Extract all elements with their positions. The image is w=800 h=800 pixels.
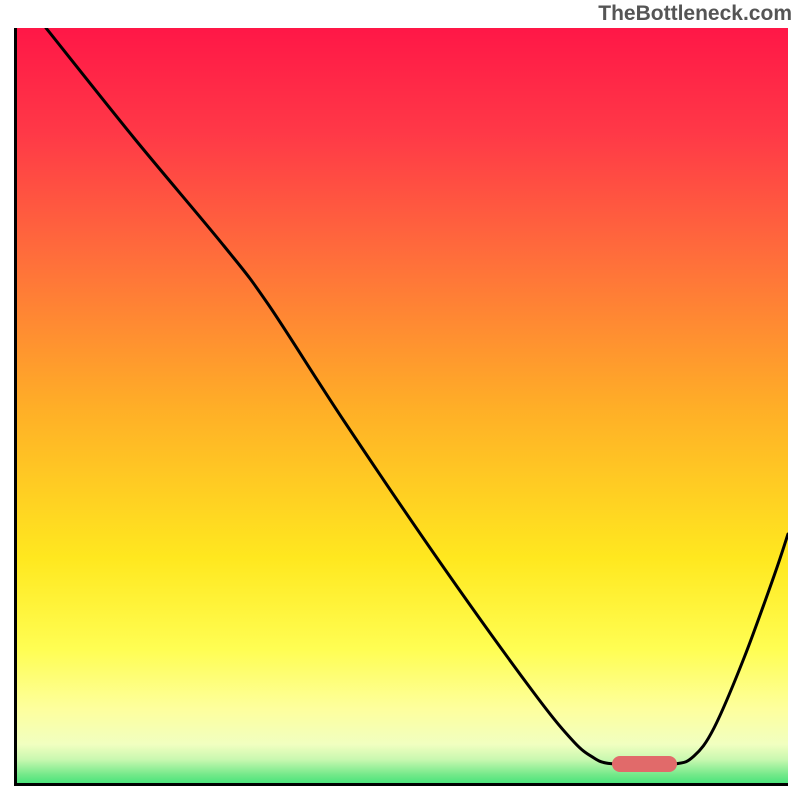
y-axis [14, 28, 17, 786]
watermark-text: TheBottleneck.com [598, 2, 792, 26]
x-axis [14, 783, 788, 786]
gradient-background [14, 28, 788, 786]
chart-container: TheBottleneck.com [0, 0, 800, 800]
optimal-range-marker [612, 756, 677, 772]
plot-area [14, 28, 788, 786]
